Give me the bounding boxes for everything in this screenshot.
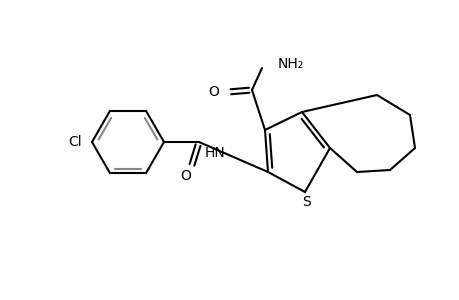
Text: O: O <box>180 169 191 183</box>
Text: S: S <box>302 195 311 209</box>
Text: Cl: Cl <box>68 135 82 149</box>
Text: NH₂: NH₂ <box>277 57 303 71</box>
Text: HN: HN <box>204 146 225 160</box>
Text: O: O <box>207 85 218 99</box>
